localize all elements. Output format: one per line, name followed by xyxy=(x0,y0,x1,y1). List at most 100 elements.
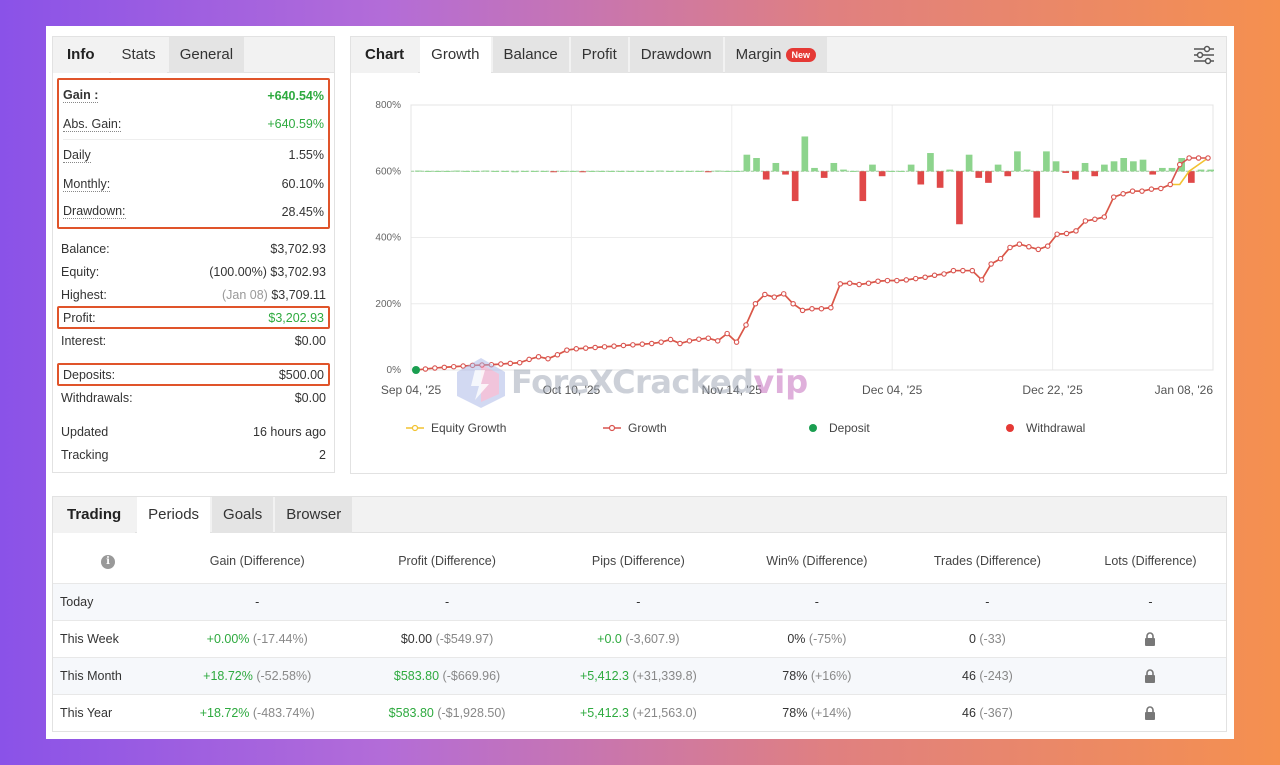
divider xyxy=(63,139,324,140)
bar xyxy=(772,162,780,172)
bar xyxy=(492,170,499,172)
pips-diff: (+21,563.0) xyxy=(632,705,697,720)
plot-border xyxy=(410,104,1214,371)
tab-goals[interactable]: Goals xyxy=(212,497,274,533)
bar xyxy=(985,171,992,183)
bar xyxy=(801,136,809,172)
trades-value: - xyxy=(985,594,990,609)
growth-point xyxy=(526,356,532,363)
table-row: This Week +0.00% (-17.44%) $0.00 (-$549.97… xyxy=(53,619,1226,657)
growth-point xyxy=(894,277,900,284)
tab-profit[interactable]: Profit xyxy=(570,37,628,73)
bar xyxy=(1101,164,1108,172)
bar xyxy=(540,170,548,172)
info-icon[interactable]: i xyxy=(101,554,115,569)
equity-label: Equity: xyxy=(61,264,100,279)
profit-diff: (-$549.97) xyxy=(435,631,494,646)
tab-margin[interactable]: Margin New xyxy=(724,37,828,73)
drawdown-label[interactable]: Drawdown: xyxy=(63,204,126,219)
bar xyxy=(637,170,644,172)
bar xyxy=(840,169,847,172)
bar xyxy=(617,170,625,172)
tab-browser[interactable]: Browser xyxy=(275,497,353,533)
deposit-marker xyxy=(412,366,420,374)
tab-stats[interactable]: Stats xyxy=(110,37,167,73)
drawdown-value: 28.45% xyxy=(281,204,324,219)
bar xyxy=(1159,167,1166,172)
x-tick-label: Dec 04, '25 xyxy=(862,383,923,397)
tab-drawdown[interactable]: Drawdown xyxy=(629,37,723,73)
gain-diff: (-17.44%) xyxy=(252,631,308,646)
bar xyxy=(453,170,461,172)
bar xyxy=(859,171,867,202)
highest-date: (Jan 08) xyxy=(221,287,268,302)
growth-point xyxy=(630,342,636,348)
bar xyxy=(753,158,760,172)
table-row: This Year +18.72% (-483.74%) $583.80 (-$1,… xyxy=(53,693,1226,731)
growth-point xyxy=(865,280,872,286)
growth-point xyxy=(941,271,947,277)
bar xyxy=(849,170,857,172)
interest-row: Interest: $0.00 xyxy=(57,329,330,352)
growth-point xyxy=(790,301,796,307)
bar xyxy=(1130,161,1137,172)
growth-point xyxy=(1007,244,1013,251)
drawdown-row: Drawdown: 28.45% xyxy=(59,198,328,225)
tracking-row: Tracking 2 xyxy=(57,443,330,466)
bar xyxy=(869,164,876,172)
bar xyxy=(559,170,567,172)
gain-value: +18.72% xyxy=(203,668,253,683)
bar xyxy=(511,171,519,173)
growth-point xyxy=(573,346,580,352)
bar xyxy=(830,162,838,172)
bar xyxy=(443,170,451,172)
tab-margin-label: Margin xyxy=(735,46,782,63)
growth-point xyxy=(1082,218,1089,224)
bar xyxy=(646,170,654,172)
bar xyxy=(956,171,963,225)
win-diff: (+14%) xyxy=(810,705,852,720)
trades-diff: (-243) xyxy=(979,668,1013,683)
growth-point xyxy=(837,281,844,287)
tab-balance[interactable]: Balance xyxy=(492,37,569,73)
daily-label[interactable]: Daily xyxy=(63,147,91,163)
bar xyxy=(463,170,470,172)
growth-point xyxy=(960,267,966,274)
legend-label: Equity Growth xyxy=(431,421,506,435)
growth-point xyxy=(658,339,664,345)
growth-point xyxy=(432,365,438,371)
gain-value: - xyxy=(255,594,260,609)
growth-point xyxy=(743,322,749,328)
tab-info[interactable]: Info xyxy=(53,37,109,73)
tab-growth[interactable]: Growth xyxy=(420,37,491,73)
chart-grid xyxy=(410,104,1214,371)
growth-point xyxy=(762,291,768,298)
tab-general[interactable]: General xyxy=(168,37,245,73)
bar xyxy=(1120,158,1128,172)
monthly-label[interactable]: Monthly: xyxy=(63,176,111,192)
tab-trading[interactable]: Trading xyxy=(53,497,136,533)
monthly-row: Monthly: 60.10% xyxy=(59,170,328,198)
bar xyxy=(569,170,577,172)
bar xyxy=(579,171,586,173)
growth-chart[interactable]: 0% 200% 400% 600% 800% Sep 04, '25 Oct 10, '25… xyxy=(351,74,1226,474)
profit-value: $583.80 xyxy=(388,705,434,720)
tab-periods[interactable]: Periods xyxy=(137,497,211,533)
bar xyxy=(424,170,432,172)
legend-label: Growth xyxy=(628,421,667,435)
settings-sliders-icon[interactable] xyxy=(1192,45,1216,65)
growth-point xyxy=(705,335,712,341)
growth-point xyxy=(1110,194,1117,200)
abs-gain-label[interactable]: Abs. Gain: xyxy=(63,116,122,132)
gain-label[interactable]: Gain : xyxy=(63,88,99,103)
bar xyxy=(1033,171,1041,218)
bar xyxy=(530,170,538,172)
growth-point xyxy=(771,294,778,300)
profit-row: Profit: $3,202.93 xyxy=(57,306,330,329)
growth-point xyxy=(564,347,570,353)
tab-chart[interactable]: Chart xyxy=(351,37,419,73)
lots-cell xyxy=(1074,656,1226,694)
growth-point xyxy=(884,277,891,284)
bar xyxy=(415,170,422,172)
bar xyxy=(782,171,789,175)
